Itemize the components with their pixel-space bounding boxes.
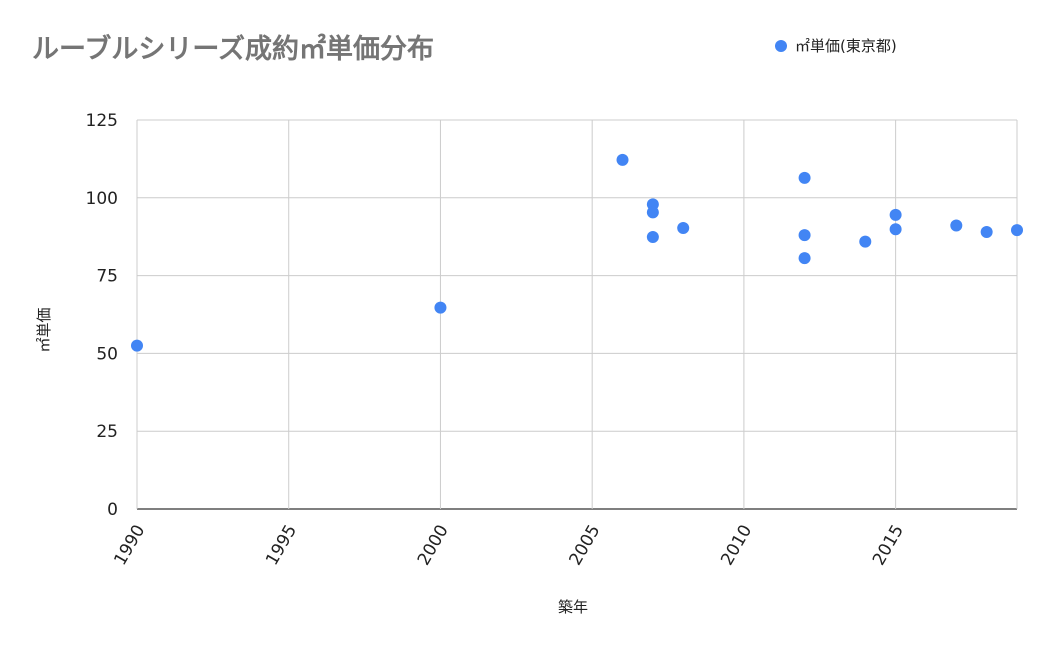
data-point — [889, 223, 902, 236]
chart-title: ルーブルシリーズ成約㎡単価分布 — [32, 33, 434, 65]
data-point — [434, 301, 447, 314]
y-tick-label: 100 — [86, 189, 118, 209]
y-axis-label: ㎡単価 — [35, 307, 53, 352]
data-point — [646, 206, 659, 219]
grid-lines — [136, 119, 1018, 510]
data-point — [798, 171, 811, 184]
data-points — [131, 153, 1023, 352]
legend-marker — [775, 40, 787, 52]
legend-label: ㎡単価(東京都) — [795, 37, 897, 55]
legend: ㎡単価(東京都) — [775, 37, 897, 55]
y-tick-label: 25 — [96, 422, 118, 442]
x-axis-ticks: 1990 1995 2000 2005 2010 2015 — [110, 522, 908, 569]
data-point — [798, 252, 811, 265]
y-tick-label: 75 — [96, 267, 118, 287]
y-tick-label: 125 — [86, 111, 118, 131]
data-point — [980, 226, 993, 239]
data-point — [859, 235, 872, 248]
data-point — [950, 219, 963, 232]
y-tick-label: 50 — [96, 344, 118, 364]
data-point — [1011, 224, 1023, 237]
x-tick-label: 2010 — [717, 522, 756, 569]
data-point — [646, 231, 659, 244]
x-tick-label: 2015 — [869, 522, 908, 569]
x-tick-label: 1995 — [262, 522, 301, 569]
x-axis-label: 築年 — [558, 598, 588, 616]
x-tick-label: 2000 — [414, 522, 453, 569]
y-tick-label: 0 — [107, 500, 118, 520]
x-tick-label: 1990 — [110, 522, 149, 569]
data-point — [889, 208, 902, 221]
data-point — [616, 153, 629, 166]
x-tick-label: 2005 — [566, 522, 605, 569]
data-point — [131, 339, 143, 352]
data-point — [798, 229, 811, 242]
data-point — [677, 221, 690, 234]
y-axis-ticks: 0 25 50 75 100 125 — [86, 111, 118, 520]
